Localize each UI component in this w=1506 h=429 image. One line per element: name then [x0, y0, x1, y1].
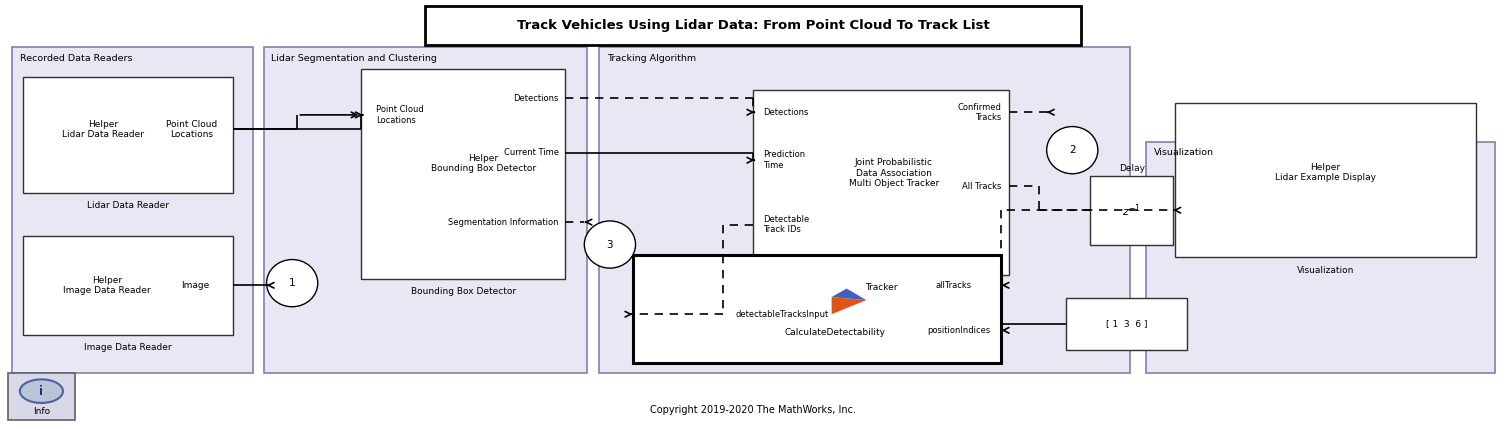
Text: CalculateDetectability: CalculateDetectability — [785, 328, 886, 337]
Text: Helper
Image Data Reader: Helper Image Data Reader — [63, 275, 151, 295]
Text: $z^{-1}$: $z^{-1}$ — [1122, 202, 1142, 218]
Bar — [599, 47, 1130, 373]
Text: allTracks: allTracks — [935, 281, 971, 290]
Bar — [633, 255, 1001, 363]
Bar — [264, 47, 587, 373]
Text: Visualization: Visualization — [1154, 148, 1214, 157]
Bar — [753, 90, 1009, 275]
Bar — [361, 69, 565, 279]
Text: Point Cloud
Locations: Point Cloud Locations — [166, 120, 217, 139]
Text: Confirmed
Tracks: Confirmed Tracks — [958, 103, 1001, 122]
Text: Detections: Detections — [764, 108, 809, 117]
Bar — [1146, 142, 1495, 373]
Text: Delay: Delay — [1119, 164, 1145, 172]
Ellipse shape — [267, 260, 318, 307]
Text: Track Vehicles Using Lidar Data: From Point Cloud To Track List: Track Vehicles Using Lidar Data: From Po… — [517, 19, 989, 32]
Text: Current Time: Current Time — [503, 148, 559, 157]
Text: Detectable
Track IDs: Detectable Track IDs — [764, 215, 810, 235]
Bar — [23, 236, 233, 335]
Text: positionIndices: positionIndices — [928, 326, 991, 335]
Text: Image: Image — [181, 281, 209, 290]
Text: Lidar Data Reader: Lidar Data Reader — [87, 202, 169, 210]
Text: Lidar Segmentation and Clustering: Lidar Segmentation and Clustering — [271, 54, 437, 63]
Polygon shape — [831, 288, 866, 300]
Text: 2: 2 — [1069, 145, 1075, 155]
Ellipse shape — [584, 221, 636, 268]
Text: Bounding Box Detector: Bounding Box Detector — [411, 287, 515, 296]
Text: detectableTracksInput: detectableTracksInput — [736, 310, 830, 319]
Text: Prediction
Time: Prediction Time — [764, 151, 806, 170]
Bar — [1090, 176, 1173, 245]
Ellipse shape — [1047, 127, 1098, 174]
Text: Segmentation Information: Segmentation Information — [449, 218, 559, 227]
Text: Info: Info — [33, 407, 50, 416]
Bar — [23, 77, 233, 193]
Text: [ 1  3  6 ]: [ 1 3 6 ] — [1105, 320, 1148, 328]
Text: Helper
Lidar Data Reader: Helper Lidar Data Reader — [62, 120, 143, 139]
Text: Image Data Reader: Image Data Reader — [84, 343, 172, 352]
Text: Tracking Algorithm: Tracking Algorithm — [607, 54, 696, 63]
Text: Recorded Data Readers: Recorded Data Readers — [20, 54, 133, 63]
Text: Helper
Lidar Example Display: Helper Lidar Example Display — [1274, 163, 1376, 182]
Text: Tracker: Tracker — [864, 283, 898, 292]
Text: Visualization: Visualization — [1297, 266, 1354, 275]
Bar — [425, 6, 1081, 45]
Text: i: i — [39, 385, 44, 398]
Ellipse shape — [20, 379, 63, 403]
Text: 1: 1 — [289, 278, 295, 288]
Text: All Tracks: All Tracks — [962, 181, 1001, 190]
Text: Point Cloud
Locations: Point Cloud Locations — [376, 105, 425, 124]
Bar — [9, 373, 75, 420]
Bar — [1175, 103, 1476, 257]
Text: Copyright 2019-2020 The MathWorks, Inc.: Copyright 2019-2020 The MathWorks, Inc. — [651, 405, 855, 415]
Polygon shape — [831, 297, 866, 314]
Text: 3: 3 — [607, 239, 613, 250]
Bar — [1066, 298, 1187, 350]
Bar — [12, 47, 253, 373]
Text: Detections: Detections — [514, 94, 559, 103]
Text: Helper
Bounding Box Detector: Helper Bounding Box Detector — [431, 154, 536, 173]
Text: Joint Probabilistic
Data Association
Multi Object Tracker: Joint Probabilistic Data Association Mul… — [849, 158, 938, 188]
